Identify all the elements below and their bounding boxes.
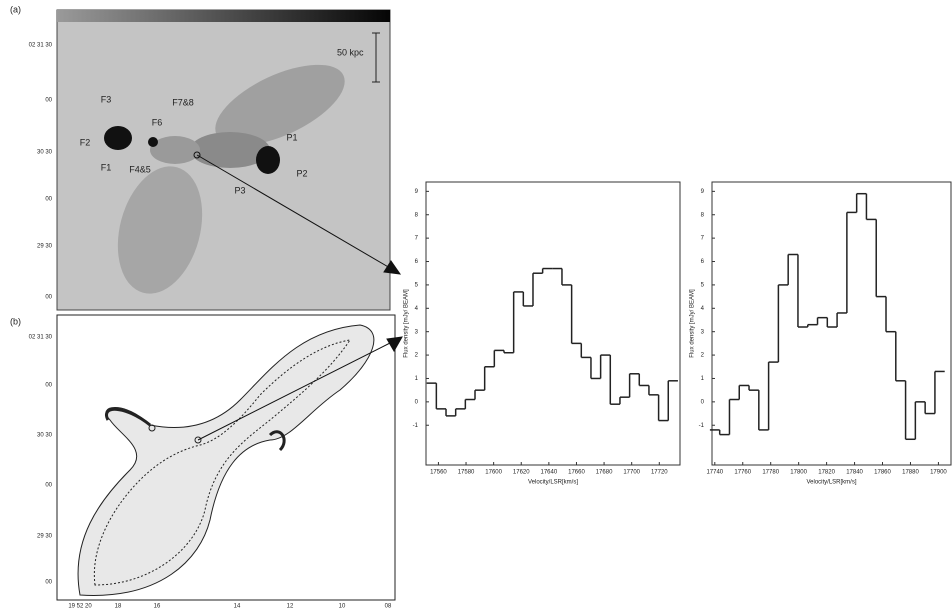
feature-label: F7&8 [172, 97, 194, 107]
y-tick-label: 4 [415, 306, 419, 312]
y-axis-label: Flux density [mJy/ BEAM] [690, 289, 696, 358]
dec-label: 00 [45, 580, 52, 586]
y-tick-label: 7 [415, 236, 419, 242]
x-tick-label: 17860 [874, 470, 891, 476]
y-tick-label: 1 [415, 376, 419, 382]
feature-label: F1 [101, 162, 112, 172]
y-tick-label: 6 [701, 259, 705, 265]
feature-label: F6 [152, 117, 163, 127]
y-tick-label: 2 [415, 353, 419, 359]
y-tick-label: 5 [701, 282, 705, 288]
ra-label: 16 [154, 604, 161, 610]
ra-label: 18 [115, 604, 122, 610]
dec-label: 02 31 30 [29, 43, 53, 49]
scale-bar-label: 50 kpc [337, 47, 364, 57]
y-tick-label: 6 [415, 259, 419, 265]
y-tick-label: 8 [701, 212, 705, 218]
y-tick-label: -1 [699, 423, 705, 429]
ra-label: 08 [385, 604, 392, 610]
x-tick-label: 17620 [513, 470, 530, 476]
y-axis-label: Flux density [mJy/ BEAM] [404, 289, 410, 358]
feature-label: F2 [80, 137, 91, 147]
x-tick-label: 17560 [430, 470, 447, 476]
x-axis-label: Velocity/LSR[km/s] [528, 480, 578, 486]
x-tick-label: 17900 [930, 470, 947, 476]
panel-label: (b) [10, 316, 21, 326]
x-tick-label: 17840 [846, 470, 863, 476]
dec-label: 00 [45, 197, 52, 203]
dec-label: 00 [45, 383, 52, 389]
y-tick-label: 4 [701, 306, 705, 312]
ra-label: 10 [339, 604, 346, 610]
x-tick-label: 17660 [568, 470, 585, 476]
x-axis-label: Velocity/LSR[km/s] [806, 480, 856, 486]
feature-label: P1 [286, 132, 297, 142]
x-tick-label: 17760 [734, 470, 751, 476]
dec-label: 02 31 30 [29, 335, 53, 341]
page-body: (a) (b) 50 kpc 02 31 300030 300029 3000F… [0, 0, 952, 614]
dec-label: 29 30 [37, 534, 53, 540]
ra-label: 19 52 20 [68, 604, 92, 610]
dec-label: 00 [45, 98, 52, 104]
ra-label: 14 [234, 604, 241, 610]
y-tick-label: 9 [415, 189, 419, 195]
y-tick-label: 2 [701, 353, 705, 359]
ra-label: 12 [287, 604, 294, 610]
panel-label: (a) [10, 4, 21, 14]
y-tick-label: 8 [415, 212, 419, 218]
feature-label: F4&5 [129, 164, 151, 174]
y-tick-label: 9 [701, 189, 705, 195]
y-tick-label: 0 [701, 399, 705, 405]
y-tick-label: 3 [701, 329, 705, 335]
feature-label: F3 [101, 94, 112, 104]
y-tick-label: 5 [415, 282, 419, 288]
x-tick-label: 17700 [623, 470, 640, 476]
y-tick-label: -1 [413, 423, 419, 429]
x-tick-label: 17780 [762, 470, 779, 476]
x-tick-label: 17580 [458, 470, 475, 476]
x-tick-label: 17740 [706, 470, 723, 476]
y-tick-label: 0 [415, 399, 419, 405]
plot-frame [426, 182, 680, 465]
feature-label: P2 [296, 168, 307, 178]
y-tick-label: 1 [701, 376, 705, 382]
y-tick-label: 3 [415, 329, 419, 335]
x-tick-label: 17600 [485, 470, 502, 476]
page: Figure recreation {"panel_a": {"label": … [0, 0, 952, 614]
feature-label: P3 [234, 185, 245, 195]
x-tick-label: 17680 [596, 470, 613, 476]
dec-label: 00 [45, 483, 52, 489]
y-tick-label: 7 [701, 236, 705, 242]
panel-b-image [57, 315, 395, 600]
x-tick-label: 17800 [790, 470, 807, 476]
dec-label: 30 30 [37, 150, 53, 156]
x-tick-label: 17720 [651, 470, 668, 476]
x-tick-label: 17640 [541, 470, 558, 476]
dec-label: 00 [45, 295, 52, 301]
dec-label: 29 30 [37, 244, 53, 250]
dec-label: 30 30 [37, 433, 53, 439]
figure: (a) (b) 50 kpc 02 31 300030 300029 3000F… [0, 0, 952, 614]
x-tick-label: 17820 [818, 470, 835, 476]
x-tick-label: 17880 [902, 470, 919, 476]
